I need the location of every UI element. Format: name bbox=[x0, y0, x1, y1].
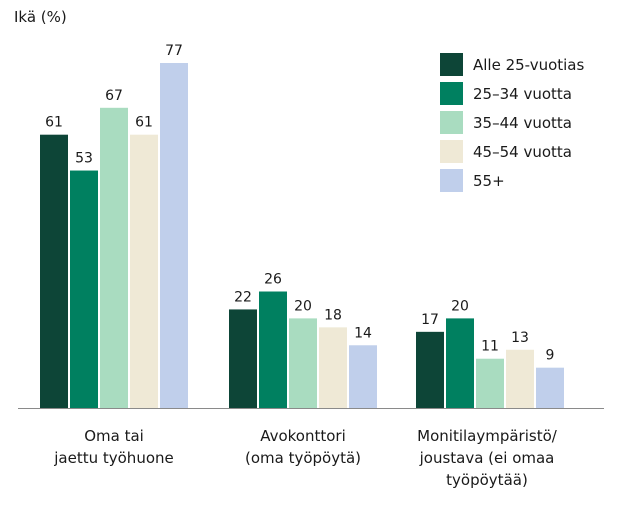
legend-item: 25–34 vuotta bbox=[440, 79, 584, 108]
bar bbox=[70, 170, 98, 408]
bar bbox=[130, 134, 158, 409]
legend-label: 25–34 vuotta bbox=[473, 84, 572, 103]
category-label-line: työpöytää) bbox=[446, 471, 528, 489]
data-label: 17 bbox=[421, 312, 439, 328]
data-label: 20 bbox=[294, 298, 312, 314]
legend-label: 55+ bbox=[473, 171, 505, 190]
category-label: Avokonttori (oma työpöytä) bbox=[208, 425, 398, 469]
data-label: 67 bbox=[105, 88, 123, 104]
chart-legend: Alle 25-vuotias 25–34 vuotta 35–44 vuotta 4… bbox=[440, 50, 584, 195]
bar bbox=[40, 134, 68, 409]
bar bbox=[446, 318, 474, 408]
data-label: 61 bbox=[135, 115, 153, 131]
data-label: 9 bbox=[546, 348, 555, 364]
legend-swatch bbox=[440, 82, 463, 105]
category-label-line: Monitilaympäristö/ bbox=[417, 427, 557, 445]
legend-item: 45–54 vuotta bbox=[440, 137, 584, 166]
legend-label: 35–44 vuotta bbox=[473, 113, 572, 132]
y-axis-label: Ikä (%) bbox=[14, 8, 67, 26]
legend-swatch bbox=[440, 53, 463, 76]
bar bbox=[289, 318, 317, 408]
data-label: 13 bbox=[511, 330, 529, 346]
legend-item: Alle 25-vuotias bbox=[440, 50, 584, 79]
data-label: 18 bbox=[324, 307, 342, 323]
data-label: 61 bbox=[45, 115, 63, 131]
data-label: 14 bbox=[354, 325, 372, 341]
bar bbox=[476, 358, 504, 408]
legend-item: 55+ bbox=[440, 166, 584, 195]
data-label: 53 bbox=[75, 151, 93, 167]
legend-swatch bbox=[440, 169, 463, 192]
legend-label: Alle 25-vuotias bbox=[473, 55, 585, 74]
category-label-line: Oma tai bbox=[84, 427, 144, 445]
category-label-line: jaettu työhuone bbox=[54, 449, 174, 467]
legend-item: 35–44 vuotta bbox=[440, 108, 584, 137]
bar bbox=[160, 63, 188, 408]
data-label: 26 bbox=[264, 272, 282, 288]
bar bbox=[506, 349, 534, 408]
bar bbox=[416, 331, 444, 408]
data-label: 22 bbox=[234, 289, 252, 305]
category-label: Oma tai jaettu työhuone bbox=[19, 425, 209, 469]
bar bbox=[536, 367, 564, 408]
category-label-line: (oma työpöytä) bbox=[244, 449, 362, 467]
bar bbox=[229, 309, 257, 408]
data-label: 77 bbox=[165, 43, 183, 59]
bar bbox=[259, 291, 287, 408]
legend-swatch bbox=[440, 111, 463, 134]
category-label-line: joustava (ei omaa bbox=[419, 449, 555, 467]
category-label: Monitilaympäristö/joustava (ei omaa työpö… bbox=[392, 425, 582, 491]
legend-swatch bbox=[440, 140, 463, 163]
data-label: 20 bbox=[451, 298, 469, 314]
category-label-line: Avokonttori bbox=[260, 427, 346, 445]
bar bbox=[319, 327, 347, 408]
bar bbox=[100, 107, 128, 409]
legend-label: 45–54 vuotta bbox=[473, 142, 572, 161]
bar bbox=[349, 345, 377, 408]
data-label: 11 bbox=[481, 339, 499, 355]
